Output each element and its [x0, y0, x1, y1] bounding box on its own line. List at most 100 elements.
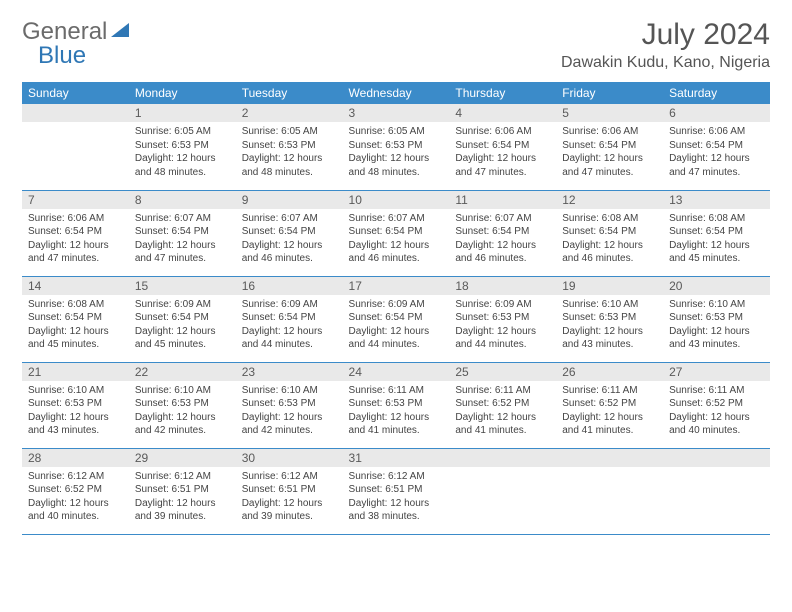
daylight-line: Daylight: 12 hours and 41 minutes. [349, 411, 444, 438]
brand-logo-icon [111, 18, 133, 46]
page-header: General July 2024 Dawakin Kudu, Kano, Ni… [22, 18, 770, 72]
day-body: Sunrise: 6:11 AMSunset: 6:53 PMDaylight:… [343, 381, 450, 442]
day-body: Sunrise: 6:05 AMSunset: 6:53 PMDaylight:… [129, 122, 236, 183]
sunset-line: Sunset: 6:54 PM [28, 311, 123, 325]
weekday-header: Sunday [22, 82, 129, 104]
calendar-cell [663, 448, 770, 534]
sunrise-line: Sunrise: 6:08 AM [669, 212, 764, 226]
sunrise-line: Sunrise: 6:11 AM [562, 384, 657, 398]
daylight-line: Daylight: 12 hours and 40 minutes. [28, 497, 123, 524]
sunrise-line: Sunrise: 6:10 AM [28, 384, 123, 398]
day-number: 14 [22, 277, 129, 295]
calendar-cell: 21Sunrise: 6:10 AMSunset: 6:53 PMDayligh… [22, 362, 129, 448]
sunrise-line: Sunrise: 6:05 AM [135, 125, 230, 139]
day-body: Sunrise: 6:06 AMSunset: 6:54 PMDaylight:… [556, 122, 663, 183]
sunrise-line: Sunrise: 6:11 AM [349, 384, 444, 398]
sunset-line: Sunset: 6:54 PM [135, 225, 230, 239]
day-body: Sunrise: 6:07 AMSunset: 6:54 PMDaylight:… [449, 209, 556, 270]
sunset-line: Sunset: 6:53 PM [562, 311, 657, 325]
sunrise-line: Sunrise: 6:11 AM [455, 384, 550, 398]
calendar-cell: 19Sunrise: 6:10 AMSunset: 6:53 PMDayligh… [556, 276, 663, 362]
daylight-line: Daylight: 12 hours and 44 minutes. [242, 325, 337, 352]
daylight-line: Daylight: 12 hours and 41 minutes. [455, 411, 550, 438]
sunset-line: Sunset: 6:52 PM [562, 397, 657, 411]
daylight-line: Daylight: 12 hours and 42 minutes. [135, 411, 230, 438]
sunset-line: Sunset: 6:54 PM [669, 139, 764, 153]
sunset-line: Sunset: 6:51 PM [349, 483, 444, 497]
sunset-line: Sunset: 6:52 PM [28, 483, 123, 497]
daylight-line: Daylight: 12 hours and 48 minutes. [242, 152, 337, 179]
daylight-line: Daylight: 12 hours and 43 minutes. [669, 325, 764, 352]
day-body: Sunrise: 6:07 AMSunset: 6:54 PMDaylight:… [236, 209, 343, 270]
calendar-cell: 31Sunrise: 6:12 AMSunset: 6:51 PMDayligh… [343, 448, 450, 534]
day-number: 17 [343, 277, 450, 295]
sunset-line: Sunset: 6:53 PM [242, 139, 337, 153]
brand-part2: Blue [38, 42, 86, 70]
calendar-cell: 12Sunrise: 6:08 AMSunset: 6:54 PMDayligh… [556, 190, 663, 276]
sunset-line: Sunset: 6:51 PM [242, 483, 337, 497]
day-body: Sunrise: 6:09 AMSunset: 6:54 PMDaylight:… [129, 295, 236, 356]
day-body: Sunrise: 6:12 AMSunset: 6:51 PMDaylight:… [343, 467, 450, 528]
day-body: Sunrise: 6:09 AMSunset: 6:54 PMDaylight:… [236, 295, 343, 356]
day-body: Sunrise: 6:08 AMSunset: 6:54 PMDaylight:… [663, 209, 770, 270]
day-number: 19 [556, 277, 663, 295]
daylight-line: Daylight: 12 hours and 43 minutes. [28, 411, 123, 438]
calendar-cell: 16Sunrise: 6:09 AMSunset: 6:54 PMDayligh… [236, 276, 343, 362]
sunset-line: Sunset: 6:51 PM [135, 483, 230, 497]
weekday-header: Thursday [449, 82, 556, 104]
day-number: 3 [343, 104, 450, 122]
day-number: 22 [129, 363, 236, 381]
calendar-cell: 28Sunrise: 6:12 AMSunset: 6:52 PMDayligh… [22, 448, 129, 534]
calendar-cell [22, 104, 129, 190]
sunrise-line: Sunrise: 6:05 AM [349, 125, 444, 139]
daylight-line: Daylight: 12 hours and 39 minutes. [242, 497, 337, 524]
day-number: 29 [129, 449, 236, 467]
calendar-cell: 10Sunrise: 6:07 AMSunset: 6:54 PMDayligh… [343, 190, 450, 276]
day-body: Sunrise: 6:09 AMSunset: 6:54 PMDaylight:… [343, 295, 450, 356]
calendar-cell: 20Sunrise: 6:10 AMSunset: 6:53 PMDayligh… [663, 276, 770, 362]
day-body: Sunrise: 6:10 AMSunset: 6:53 PMDaylight:… [663, 295, 770, 356]
day-number: 27 [663, 363, 770, 381]
day-number: 2 [236, 104, 343, 122]
day-number: 21 [22, 363, 129, 381]
sunset-line: Sunset: 6:54 PM [455, 225, 550, 239]
day-number: 8 [129, 191, 236, 209]
sunrise-line: Sunrise: 6:07 AM [135, 212, 230, 226]
day-body: Sunrise: 6:11 AMSunset: 6:52 PMDaylight:… [556, 381, 663, 442]
calendar-cell: 22Sunrise: 6:10 AMSunset: 6:53 PMDayligh… [129, 362, 236, 448]
sunrise-line: Sunrise: 6:09 AM [135, 298, 230, 312]
daylight-line: Daylight: 12 hours and 45 minutes. [135, 325, 230, 352]
weekday-header: Monday [129, 82, 236, 104]
day-number: 20 [663, 277, 770, 295]
calendar-table: SundayMondayTuesdayWednesdayThursdayFrid… [22, 82, 770, 535]
day-number-empty [449, 449, 556, 467]
day-number-empty [22, 104, 129, 122]
day-body: Sunrise: 6:10 AMSunset: 6:53 PMDaylight:… [22, 381, 129, 442]
day-number-empty [663, 449, 770, 467]
daylight-line: Daylight: 12 hours and 41 minutes. [562, 411, 657, 438]
daylight-line: Daylight: 12 hours and 39 minutes. [135, 497, 230, 524]
day-body: Sunrise: 6:11 AMSunset: 6:52 PMDaylight:… [663, 381, 770, 442]
day-body: Sunrise: 6:05 AMSunset: 6:53 PMDaylight:… [236, 122, 343, 183]
sunset-line: Sunset: 6:53 PM [669, 311, 764, 325]
calendar-cell: 24Sunrise: 6:11 AMSunset: 6:53 PMDayligh… [343, 362, 450, 448]
sunrise-line: Sunrise: 6:08 AM [562, 212, 657, 226]
day-number: 5 [556, 104, 663, 122]
day-number: 31 [343, 449, 450, 467]
day-number: 11 [449, 191, 556, 209]
calendar-cell: 17Sunrise: 6:09 AMSunset: 6:54 PMDayligh… [343, 276, 450, 362]
calendar-cell: 26Sunrise: 6:11 AMSunset: 6:52 PMDayligh… [556, 362, 663, 448]
sunset-line: Sunset: 6:54 PM [349, 311, 444, 325]
sunrise-line: Sunrise: 6:10 AM [562, 298, 657, 312]
daylight-line: Daylight: 12 hours and 48 minutes. [135, 152, 230, 179]
calendar-cell: 8Sunrise: 6:07 AMSunset: 6:54 PMDaylight… [129, 190, 236, 276]
sunrise-line: Sunrise: 6:11 AM [669, 384, 764, 398]
calendar-cell: 11Sunrise: 6:07 AMSunset: 6:54 PMDayligh… [449, 190, 556, 276]
sunset-line: Sunset: 6:53 PM [28, 397, 123, 411]
sunrise-line: Sunrise: 6:09 AM [455, 298, 550, 312]
day-body: Sunrise: 6:12 AMSunset: 6:51 PMDaylight:… [129, 467, 236, 528]
daylight-line: Daylight: 12 hours and 38 minutes. [349, 497, 444, 524]
day-number: 7 [22, 191, 129, 209]
day-body: Sunrise: 6:08 AMSunset: 6:54 PMDaylight:… [22, 295, 129, 356]
daylight-line: Daylight: 12 hours and 47 minutes. [562, 152, 657, 179]
